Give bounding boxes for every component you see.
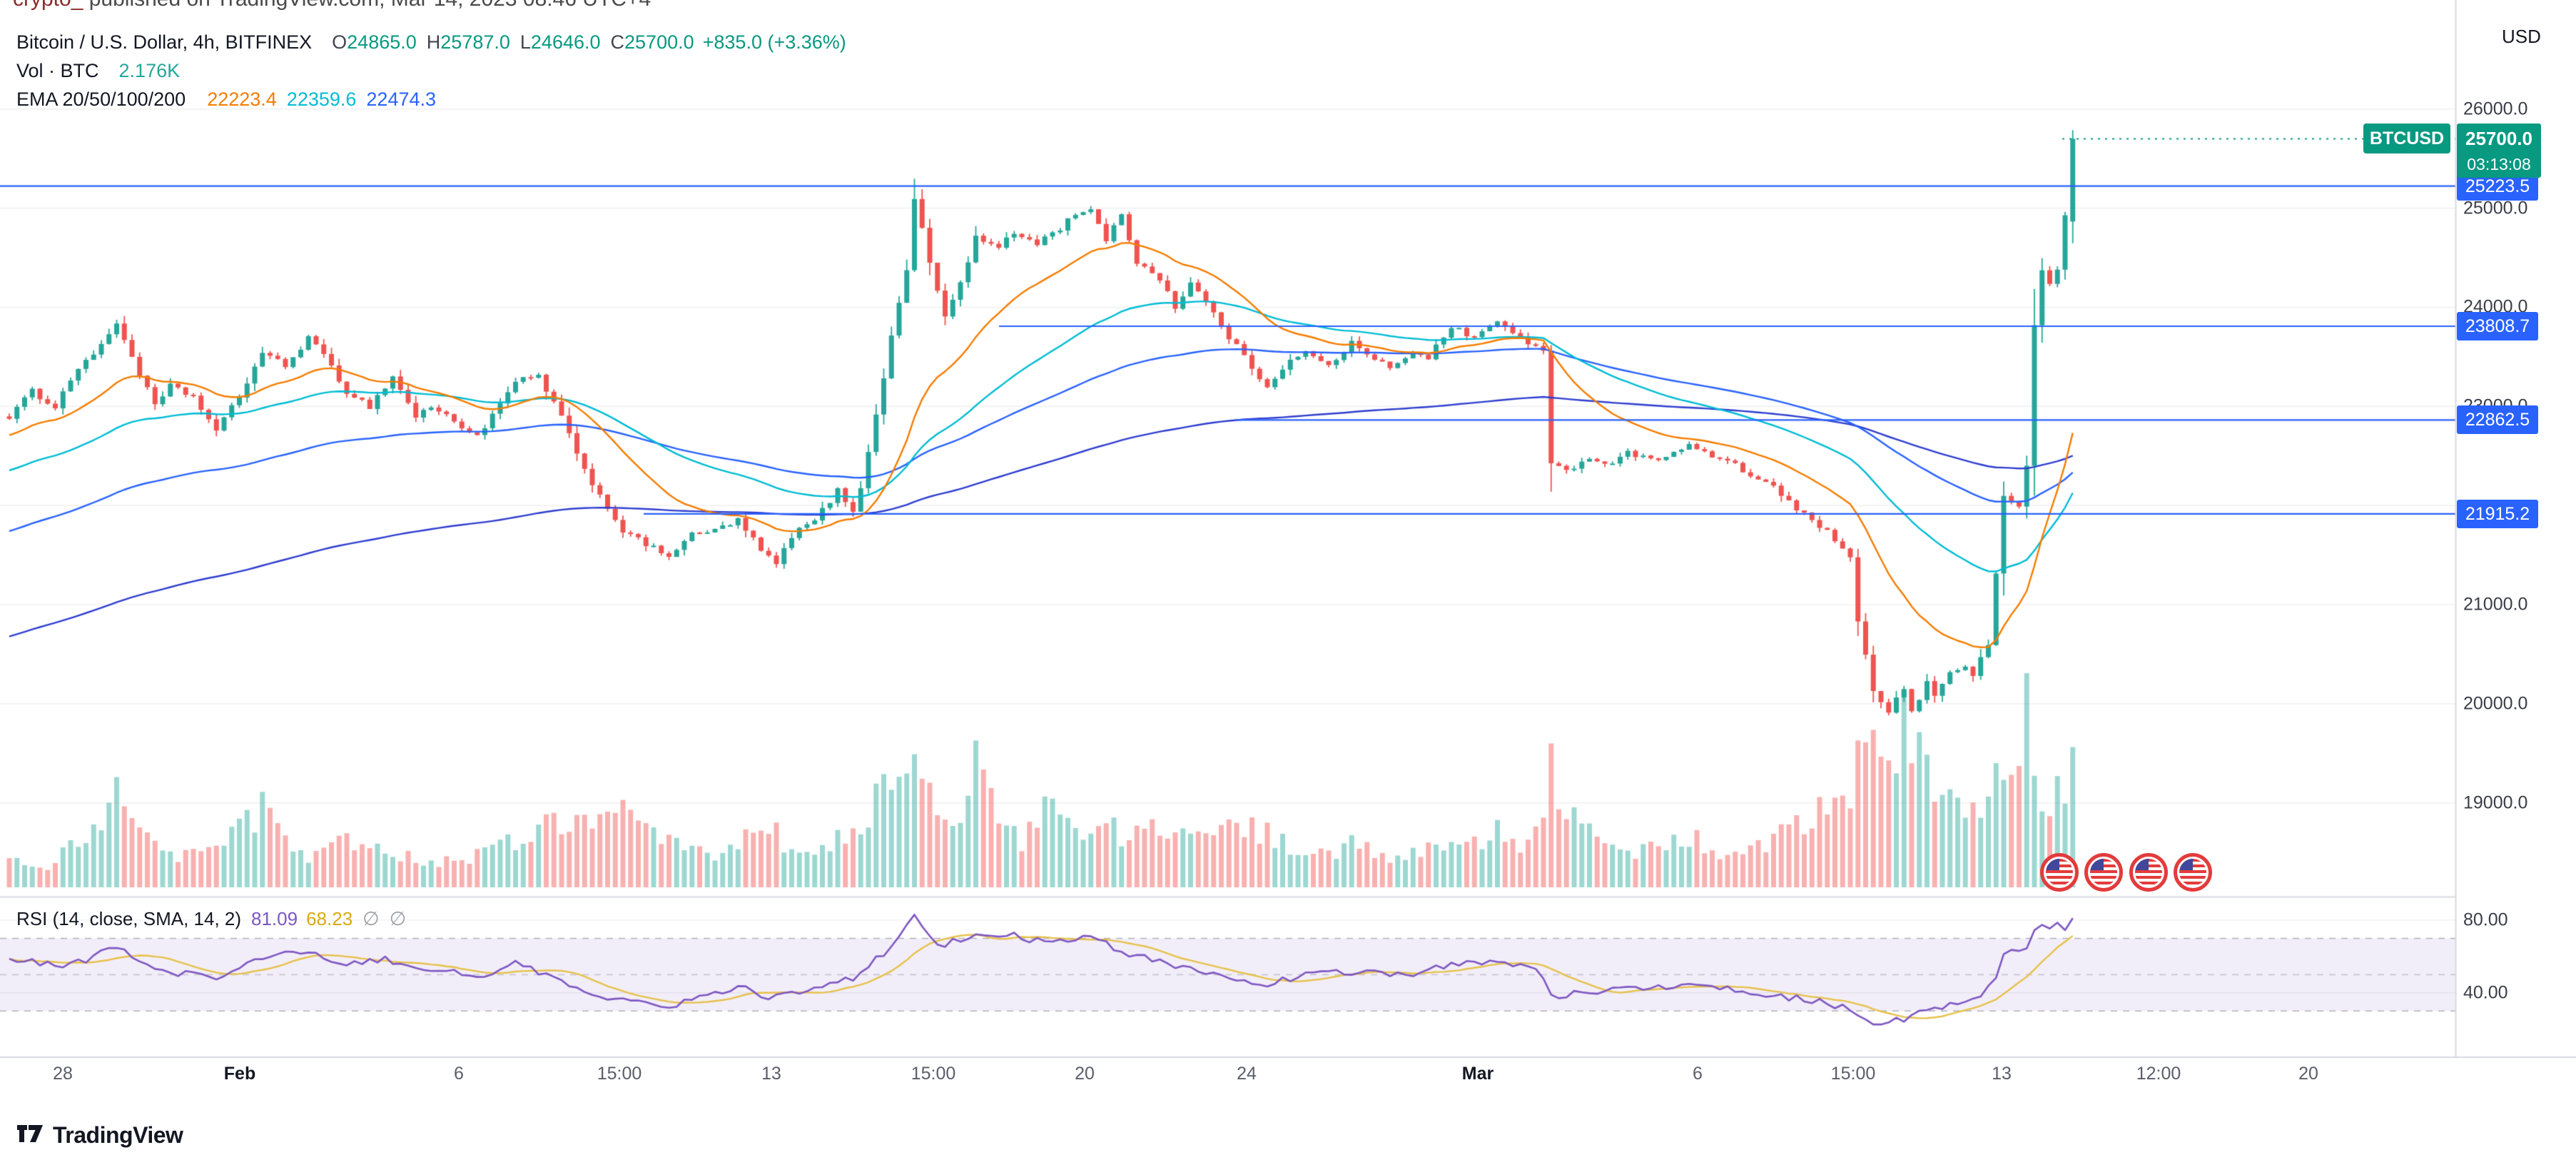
time-axis-label: 28 — [53, 1064, 73, 1084]
rsi-axis-tick: 40.00 — [2463, 982, 2508, 1003]
volume-value: 2.176K — [118, 60, 181, 81]
symbol-legend-row[interactable]: Bitcoin / U.S. Dollar, 4h, BITFINEX O2486… — [16, 30, 846, 54]
rsi-sma-value: 68.23 — [306, 908, 353, 929]
last-price-value: 25700.0 — [2465, 128, 2532, 150]
time-axis-label: 15:00 — [911, 1064, 956, 1084]
time-axis-label: Mar — [1461, 1064, 1494, 1084]
open-value: 24865.0 — [347, 31, 417, 53]
main-chart-canvas[interactable] — [0, 0, 2576, 1103]
high-label: H — [426, 31, 441, 53]
us-flag-event-icon[interactable] — [2084, 853, 2123, 892]
time-axis-label: 20 — [2298, 1064, 2318, 1084]
us-flag-event-icon[interactable] — [2129, 853, 2168, 892]
us-flag-event-icon[interactable] — [2174, 853, 2212, 892]
rsi-hidden-icon: ∅ — [389, 908, 407, 929]
ema-label: EMA 20/50/100/200 — [16, 89, 186, 110]
price-level-badge[interactable]: 23808.7 — [2457, 311, 2538, 341]
flag-canton — [2046, 859, 2059, 870]
high-value: 25787.0 — [440, 31, 510, 53]
us-flag — [2090, 859, 2117, 886]
close-value: 25700.0 — [624, 31, 694, 53]
price-axis-currency-label: USD — [2502, 26, 2541, 47]
rsi-legend-row[interactable]: RSI (14, close, SMA, 14, 2) 81.09 68.23 ∅ ∅ — [16, 908, 406, 930]
us-flag — [2179, 859, 2206, 886]
price-axis-tick: 25000.0 — [2463, 198, 2528, 218]
close-label: C — [610, 31, 625, 53]
time-axis-label: 20 — [1075, 1064, 1095, 1084]
ema20-value: 22223.4 — [207, 89, 277, 110]
price-axis-tick: 20000.0 — [2463, 693, 2528, 714]
published-watermark: crypto_ published on TradingView.com, Ma… — [13, 0, 651, 11]
symbol-tag-text: BTCUSD — [2369, 128, 2445, 148]
symbol-title: Bitcoin / U.S. Dollar, 4h, BITFINEX — [16, 31, 313, 53]
rsi-hidden-icon: ∅ — [362, 908, 380, 929]
us-flag — [2135, 859, 2162, 886]
price-level-badge[interactable]: 22862.5 — [2457, 405, 2538, 435]
time-axis-label: 12:00 — [2136, 1064, 2181, 1084]
price-axis-tick: 21000.0 — [2463, 594, 2528, 615]
last-price-badge[interactable]: 25700.0 03:13:08 — [2457, 123, 2541, 178]
low-label: L — [519, 31, 531, 53]
volume-label: Vol · BTC — [16, 60, 99, 81]
tradingview-logo-icon[interactable] — [16, 1124, 44, 1147]
rsi-title: RSI (14, close, SMA, 14, 2) — [16, 908, 242, 929]
time-axis-label: 24 — [1237, 1064, 1257, 1084]
time-axis-label: 13 — [761, 1064, 781, 1084]
rsi-axis-tick: 80.00 — [2463, 909, 2508, 930]
chart-legend: Bitcoin / U.S. Dollar, 4h, BITFINEX O2486… — [16, 30, 846, 116]
price-axis-tick: 26000.0 — [2463, 99, 2528, 119]
price-level-badge[interactable]: 21915.2 — [2457, 499, 2538, 528]
last-price-symbol-tag[interactable]: BTCUSD — [2363, 123, 2450, 154]
us-flag-event-icon[interactable] — [2040, 853, 2079, 892]
change-value: +835.0 (+3.36%) — [702, 31, 846, 53]
time-axis-label: 6 — [454, 1064, 464, 1084]
time-axis-label: 15:00 — [597, 1064, 642, 1084]
flag-canton — [2179, 859, 2193, 870]
open-label: O — [332, 31, 348, 53]
watermark-text: published on TradingView.com, Mar 14, 20… — [83, 0, 651, 11]
flag-canton — [2135, 859, 2149, 870]
volume-legend-row[interactable]: Vol · BTC 2.176K — [16, 59, 846, 83]
tradingview-footer: TradingView — [16, 1122, 183, 1149]
time-axis-label: Feb — [223, 1064, 256, 1084]
time-axis-label: 6 — [1693, 1064, 1703, 1084]
rsi-value: 81.09 — [251, 908, 298, 929]
ema-legend-row[interactable]: EMA 20/50/100/200 22223.4 22359.6 22474.3 — [16, 87, 846, 111]
flag-canton — [2090, 859, 2104, 870]
tradingview-wordmark[interactable]: TradingView — [53, 1122, 183, 1148]
watermark-username: crypto_ — [13, 0, 83, 11]
ema50-value: 22359.6 — [286, 89, 357, 110]
us-flag — [2046, 859, 2073, 886]
time-axis-label: 15:00 — [1830, 1064, 1876, 1084]
price-axis-tick: 19000.0 — [2463, 792, 2528, 813]
time-axis-label: 13 — [1992, 1064, 2012, 1084]
low-value: 24646.0 — [530, 31, 601, 53]
ema100-value: 22474.3 — [366, 89, 437, 110]
bar-countdown: 03:13:08 — [2467, 155, 2531, 174]
